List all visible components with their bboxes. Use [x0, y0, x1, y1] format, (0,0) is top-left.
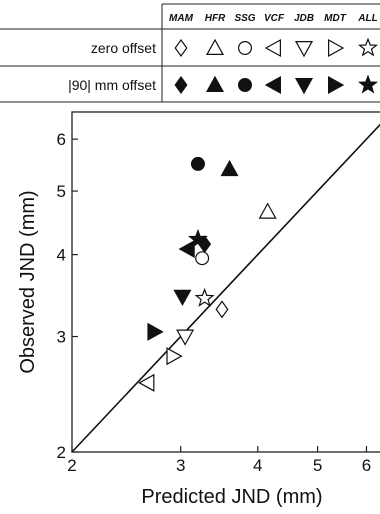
legend-diamond-open-icon — [174, 38, 188, 58]
legend-triangle-down-filled-icon — [294, 77, 314, 95]
x-tick-label: 3 — [176, 456, 185, 475]
legend-diamond-filled-icon — [174, 75, 188, 95]
legend-header-hfr: HFR — [205, 13, 226, 24]
legend-header-ssg: SSG — [234, 13, 255, 24]
legend-header-all: ALL — [357, 13, 377, 24]
point-mam-zero-diamond-icon — [215, 300, 229, 319]
point-mdt-offset-triangle-right-icon — [147, 322, 164, 341]
identity-line — [71, 123, 380, 453]
data-points — [138, 156, 277, 392]
legend-table: MAM HFR SSG VCF JDB MDT ALL zero offset |90| m… — [0, 3, 380, 103]
point-vcf-zero-triangle-left-icon — [138, 373, 155, 392]
y-tick-label: 2 — [57, 443, 66, 462]
point-ssg-offset-circle-icon — [190, 156, 205, 171]
legend-star-filled-icon — [357, 74, 379, 94]
legend-header-mdt: MDT — [324, 13, 347, 24]
legend-circle-filled-icon — [238, 77, 253, 92]
legend-triangle-up-filled-icon — [205, 75, 225, 93]
legend-symbols — [174, 37, 379, 95]
point-jdb-zero-triangle-down-icon — [176, 329, 195, 346]
legend-triangle-down-open-icon — [294, 40, 314, 58]
point-all-offset-star-icon — [187, 228, 208, 248]
y-tick-label: 4 — [57, 246, 66, 265]
y-tick-label: 6 — [57, 130, 66, 149]
legend-triangle-right-open-icon — [328, 38, 345, 58]
legend-header-vcf: VCF — [264, 13, 285, 24]
x-tick-label: 5 — [313, 456, 322, 475]
y-axis-ticks: 2 3 4 5 6 — [57, 130, 78, 462]
legend-star-open-icon — [357, 37, 379, 57]
point-vcf-offset-triangle-left-icon — [178, 239, 195, 258]
point-mdt-zero-triangle-right-icon — [166, 347, 183, 366]
x-tick-label: 6 — [362, 456, 371, 475]
point-hfr-zero-triangle-up-icon — [258, 202, 277, 219]
x-axis-label: Predicted JND (mm) — [141, 486, 322, 508]
legend-row-label-90mm-offset: |90| mm offset — [68, 77, 156, 93]
x-axis-ticks: 2 3 4 5 6 — [67, 446, 371, 475]
point-ssg-zero-circle-icon — [195, 251, 210, 266]
legend-row-label-zero-offset: zero offset — [91, 40, 156, 56]
y-axis-label: Observed JND (mm) — [17, 190, 39, 373]
plot-frame — [71, 111, 380, 453]
legend-header-jdb: JDB — [294, 13, 314, 24]
legend-circle-open-icon — [238, 40, 253, 55]
legend-triangle-left-filled-icon — [264, 75, 281, 95]
x-tick-label: 2 — [67, 456, 76, 475]
legend-header-mam: MAM — [169, 13, 194, 24]
legend-headers: MAM HFR SSG VCF JDB MDT ALL — [169, 13, 378, 24]
point-jdb-offset-triangle-down-icon — [173, 289, 192, 306]
legend-triangle-up-open-icon — [205, 38, 225, 56]
point-all-zero-star-icon — [194, 287, 215, 307]
y-tick-label: 5 — [57, 182, 66, 201]
legend-triangle-right-filled-icon — [328, 75, 345, 95]
y-tick-label: 3 — [57, 328, 66, 347]
point-hfr-offset-triangle-up-icon — [220, 159, 239, 177]
legend-triangle-left-open-icon — [264, 38, 281, 58]
plot-area: 2 3 4 5 6 2 3 4 5 6 Predicted JND (mm) Observed … — [17, 111, 380, 508]
x-tick-label: 4 — [253, 456, 262, 475]
